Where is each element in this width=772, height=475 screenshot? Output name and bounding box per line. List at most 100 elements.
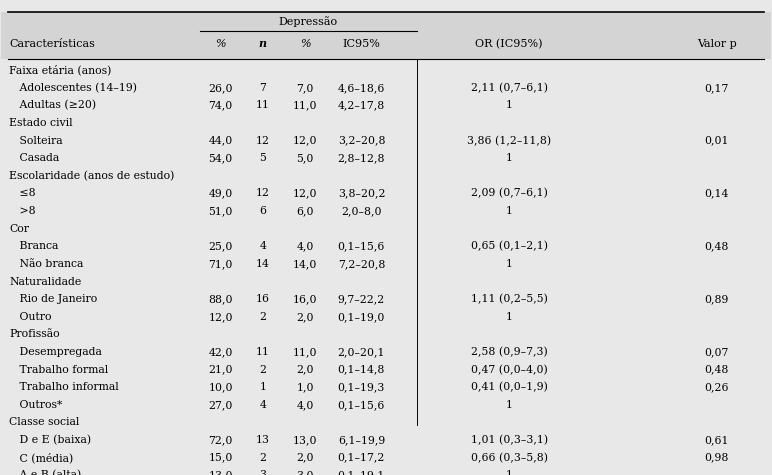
Text: 2,09 (0,7–6,1): 2,09 (0,7–6,1) [471,188,547,199]
Text: 0,47 (0,0–4,0): 0,47 (0,0–4,0) [471,364,547,375]
Text: 12: 12 [256,135,270,146]
Text: 0,89: 0,89 [705,294,729,304]
Text: 1: 1 [506,400,513,410]
Text: 0,17: 0,17 [705,83,729,93]
Text: 0,65 (0,1–2,1): 0,65 (0,1–2,1) [471,241,547,251]
Text: 49,0: 49,0 [208,189,232,199]
Text: 2,8–12,8: 2,8–12,8 [337,153,385,163]
Text: 54,0: 54,0 [208,153,232,163]
Text: 0,48: 0,48 [705,365,729,375]
Text: 3,86 (1,2–11,8): 3,86 (1,2–11,8) [467,135,551,146]
Text: Adultas (≥20): Adultas (≥20) [9,100,96,111]
Text: 0,41 (0,0–1,9): 0,41 (0,0–1,9) [471,382,547,392]
Text: 21,0: 21,0 [208,365,233,375]
Text: Classe social: Classe social [9,418,80,428]
Text: 26,0: 26,0 [208,83,233,93]
Text: 72,0: 72,0 [208,435,233,445]
Text: Profissão: Profissão [9,329,59,339]
Text: 1: 1 [506,470,513,475]
Text: 2,11 (0,7–6,1): 2,11 (0,7–6,1) [471,83,547,93]
Text: 5,0: 5,0 [296,153,314,163]
Text: Não branca: Não branca [9,259,83,269]
Text: 11,0: 11,0 [293,100,317,110]
Bar [2,12,770,59]
Text: 0,01: 0,01 [705,135,729,146]
Text: 4: 4 [259,400,266,410]
Text: 7,0: 7,0 [296,83,314,93]
Text: 0,66 (0,3–5,8): 0,66 (0,3–5,8) [471,453,547,463]
Text: D e E (baixa): D e E (baixa) [9,435,91,445]
Text: 5: 5 [259,153,266,163]
Text: 3: 3 [259,470,266,475]
Text: 1,11 (0,2–5,5): 1,11 (0,2–5,5) [471,294,547,304]
Text: 3,2–20,8: 3,2–20,8 [337,135,385,146]
Text: Cor: Cor [9,224,29,234]
Text: 2: 2 [259,365,266,375]
Text: 1: 1 [506,206,513,216]
Text: 0,26: 0,26 [705,382,729,392]
Text: Adolescentes (14–19): Adolescentes (14–19) [9,83,137,93]
Text: 2,0: 2,0 [296,453,314,463]
Text: 2,0: 2,0 [296,365,314,375]
Text: 15,0: 15,0 [208,453,233,463]
Text: Desempregada: Desempregada [9,347,102,357]
Text: 1: 1 [506,100,513,110]
Text: Escolaridade (anos de estudo): Escolaridade (anos de estudo) [9,171,174,181]
Text: Valor p: Valor p [697,39,736,49]
Text: 1,0: 1,0 [296,382,314,392]
Text: 1: 1 [506,153,513,163]
Text: 4: 4 [259,241,266,251]
Text: 4,6–18,6: 4,6–18,6 [337,83,385,93]
Text: 1: 1 [259,382,266,392]
Text: 13: 13 [256,435,270,445]
Text: 13,0: 13,0 [293,435,317,445]
Text: Depressão: Depressão [279,16,338,27]
Text: 11: 11 [256,347,270,357]
Text: 3,8–20,2: 3,8–20,2 [337,189,385,199]
Text: 27,0: 27,0 [208,400,233,410]
Text: 71,0: 71,0 [208,259,233,269]
Text: Estado civil: Estado civil [9,118,73,128]
Text: 25,0: 25,0 [208,241,233,251]
Text: 3,0: 3,0 [296,470,314,475]
Text: 2: 2 [259,312,266,322]
Text: 10,0: 10,0 [208,382,233,392]
Text: Outros*: Outros* [9,400,63,410]
Text: 0,07: 0,07 [705,347,729,357]
Text: 12,0: 12,0 [208,312,233,322]
Text: 1: 1 [506,259,513,269]
Text: 2,0–8,0: 2,0–8,0 [341,206,381,216]
Text: >8: >8 [9,206,36,216]
Text: Solteira: Solteira [9,135,63,146]
Text: ≤8: ≤8 [9,189,36,199]
Text: 6,1–19,9: 6,1–19,9 [338,435,385,445]
Text: A e B (alta): A e B (alta) [9,470,81,475]
Text: 2,0–20,1: 2,0–20,1 [337,347,385,357]
Text: Trabalho formal: Trabalho formal [9,365,108,375]
Text: 0,1–15,6: 0,1–15,6 [337,400,385,410]
Text: %: % [215,39,226,49]
Text: 44,0: 44,0 [208,135,232,146]
Text: 0,1–17,2: 0,1–17,2 [337,453,385,463]
Text: 1: 1 [506,312,513,322]
Text: 42,0: 42,0 [208,347,233,357]
Text: C (média): C (média) [9,452,73,463]
Text: Faixa etária (anos): Faixa etária (anos) [9,65,111,76]
Text: 7: 7 [259,83,266,93]
Text: OR (IC95%): OR (IC95%) [476,38,543,49]
Text: 2,0: 2,0 [296,312,314,322]
Text: 4,0: 4,0 [296,241,314,251]
Text: 1,01 (0,3–3,1): 1,01 (0,3–3,1) [470,435,547,445]
Text: 0,61: 0,61 [705,435,729,445]
Text: Outro: Outro [9,312,52,322]
Text: Naturalidade: Naturalidade [9,276,81,286]
Text: 4,2–17,8: 4,2–17,8 [338,100,385,110]
Text: 0,1–19,0: 0,1–19,0 [337,312,385,322]
Text: 16,0: 16,0 [293,294,317,304]
Text: 7,2–20,8: 7,2–20,8 [337,259,385,269]
Text: 0,98: 0,98 [705,453,729,463]
Text: Branca: Branca [9,241,59,251]
Text: 13,0: 13,0 [208,470,233,475]
Text: Casada: Casada [9,153,59,163]
Text: 2: 2 [259,453,266,463]
